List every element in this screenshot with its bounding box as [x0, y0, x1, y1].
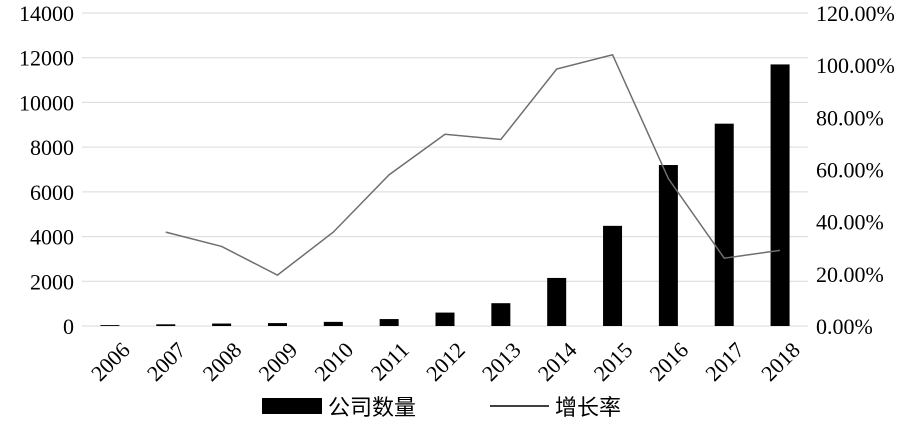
growth-rate-line	[165, 53, 781, 277]
bar	[547, 277, 567, 326]
bar	[770, 64, 790, 327]
bar	[658, 165, 678, 326]
left-axis-tick-label: 10000	[19, 90, 74, 115]
x-axis-tick-label: 2007	[142, 337, 191, 386]
bar	[435, 312, 455, 326]
bar	[100, 325, 120, 326]
right-axis-tick-label: 80.00%	[816, 105, 884, 130]
x-axis-tick-label: 2017	[700, 337, 749, 386]
bar	[323, 321, 343, 326]
x-axis-tick-label: 2006	[86, 337, 135, 386]
x-axis-tick-label: 2015	[589, 337, 638, 386]
right-axis-tick-label: 40.00%	[816, 210, 884, 235]
x-axis-tick-label: 2012	[421, 337, 470, 386]
bar	[603, 225, 623, 326]
left-axis-ticks: 0 2000 4000 6000 8000 10000 12000 14000	[19, 1, 74, 339]
x-axis-tick-label: 2018	[756, 337, 805, 386]
left-axis-tick-label: 14000	[19, 1, 74, 26]
bar-series	[100, 64, 790, 327]
left-axis-tick-label: 8000	[30, 135, 74, 160]
right-axis-tick-label: 20.00%	[816, 262, 884, 287]
x-axis-tick-label: 2009	[254, 337, 303, 386]
bar	[379, 319, 399, 326]
right-axis-tick-label: 120.00%	[816, 1, 895, 26]
bar	[491, 303, 511, 326]
bar	[714, 123, 734, 327]
left-axis-tick-label: 2000	[30, 269, 74, 294]
legend-label-bar: 公司数量	[328, 396, 416, 421]
gridlines	[82, 12, 808, 327]
x-axis-tick-label: 2014	[533, 337, 582, 386]
right-axis-ticks: 0.00% 20.00% 40.00% 60.00% 80.00% 100.00% 120.…	[816, 1, 895, 339]
x-axis-tick-label: 2013	[477, 337, 526, 386]
legend: 公司数量 增长率	[262, 396, 621, 421]
line-series	[165, 53, 781, 277]
bar	[267, 323, 287, 326]
x-axis-ticks: 2006 2007 2008 2009 2010 2011 2012 2013 2014 2015…	[86, 337, 805, 386]
right-axis-tick-label: 0.00%	[816, 314, 873, 339]
legend-label-line: 增长率	[555, 396, 621, 421]
x-axis-tick-label: 2011	[366, 337, 414, 385]
legend-swatch-bar	[262, 398, 322, 414]
right-axis-tick-label: 60.00%	[816, 158, 884, 183]
left-axis-tick-label: 4000	[30, 225, 74, 250]
x-axis-tick-label: 2010	[309, 337, 358, 386]
x-axis-tick-label: 2008	[198, 337, 247, 386]
left-axis-tick-label: 12000	[19, 46, 74, 71]
x-axis-tick-label: 2016	[644, 337, 693, 386]
right-axis-tick-label: 100.00%	[816, 53, 895, 78]
bar	[212, 323, 232, 326]
bar	[156, 324, 176, 326]
left-axis-tick-label: 0	[63, 314, 74, 339]
left-axis-tick-label: 6000	[30, 180, 74, 205]
